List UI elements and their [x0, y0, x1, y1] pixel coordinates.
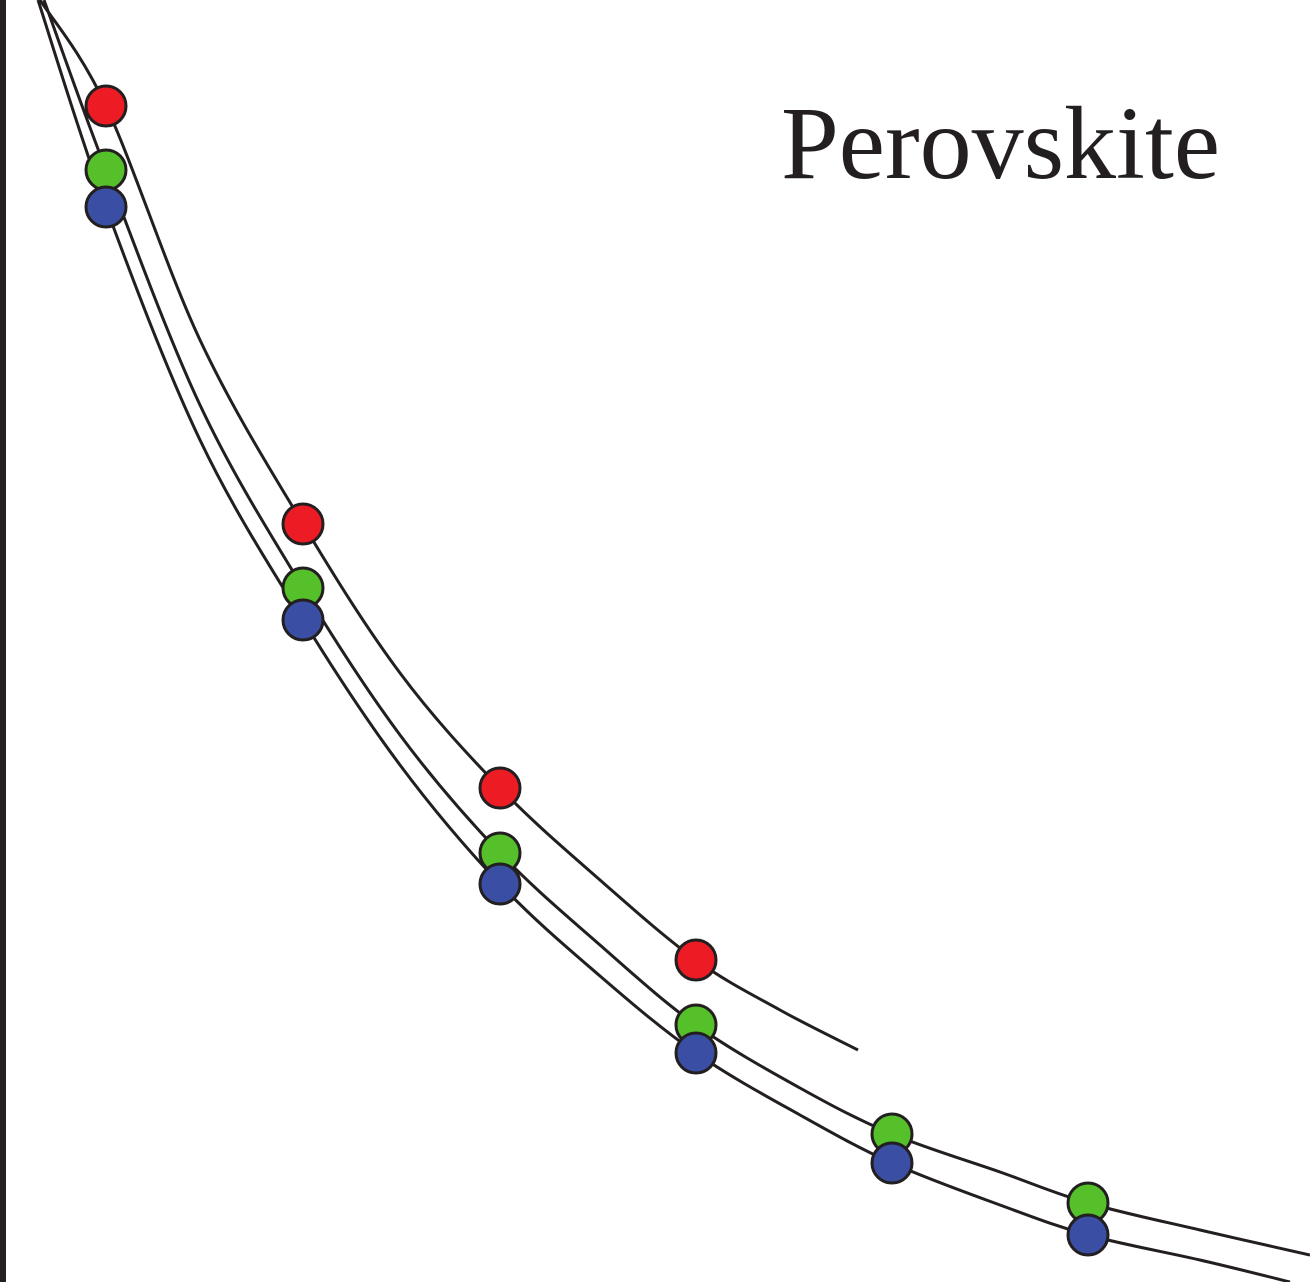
data-point-series-3-1 [84, 185, 128, 229]
data-point-series-1-4 [674, 938, 718, 982]
data-point-series-2-1 [84, 148, 128, 192]
data-points [84, 84, 1110, 1257]
data-point-series-3-2 [281, 598, 325, 642]
fit-curve-1 [38, 0, 859, 1052]
data-point-series-3-4 [674, 1031, 718, 1075]
fit-curve-2 [42, 0, 1310, 1257]
data-point-series-3-6 [1066, 1213, 1110, 1257]
data-point-series-3-3 [478, 862, 522, 906]
data-point-series-1-1 [84, 84, 128, 128]
data-point-series-3-5 [870, 1141, 914, 1185]
chart-title: Perovskite [781, 86, 1220, 201]
data-point-series-1-2 [281, 502, 325, 546]
fit-curve-3 [36, 0, 1291, 1282]
data-point-series-1-3 [478, 766, 522, 810]
